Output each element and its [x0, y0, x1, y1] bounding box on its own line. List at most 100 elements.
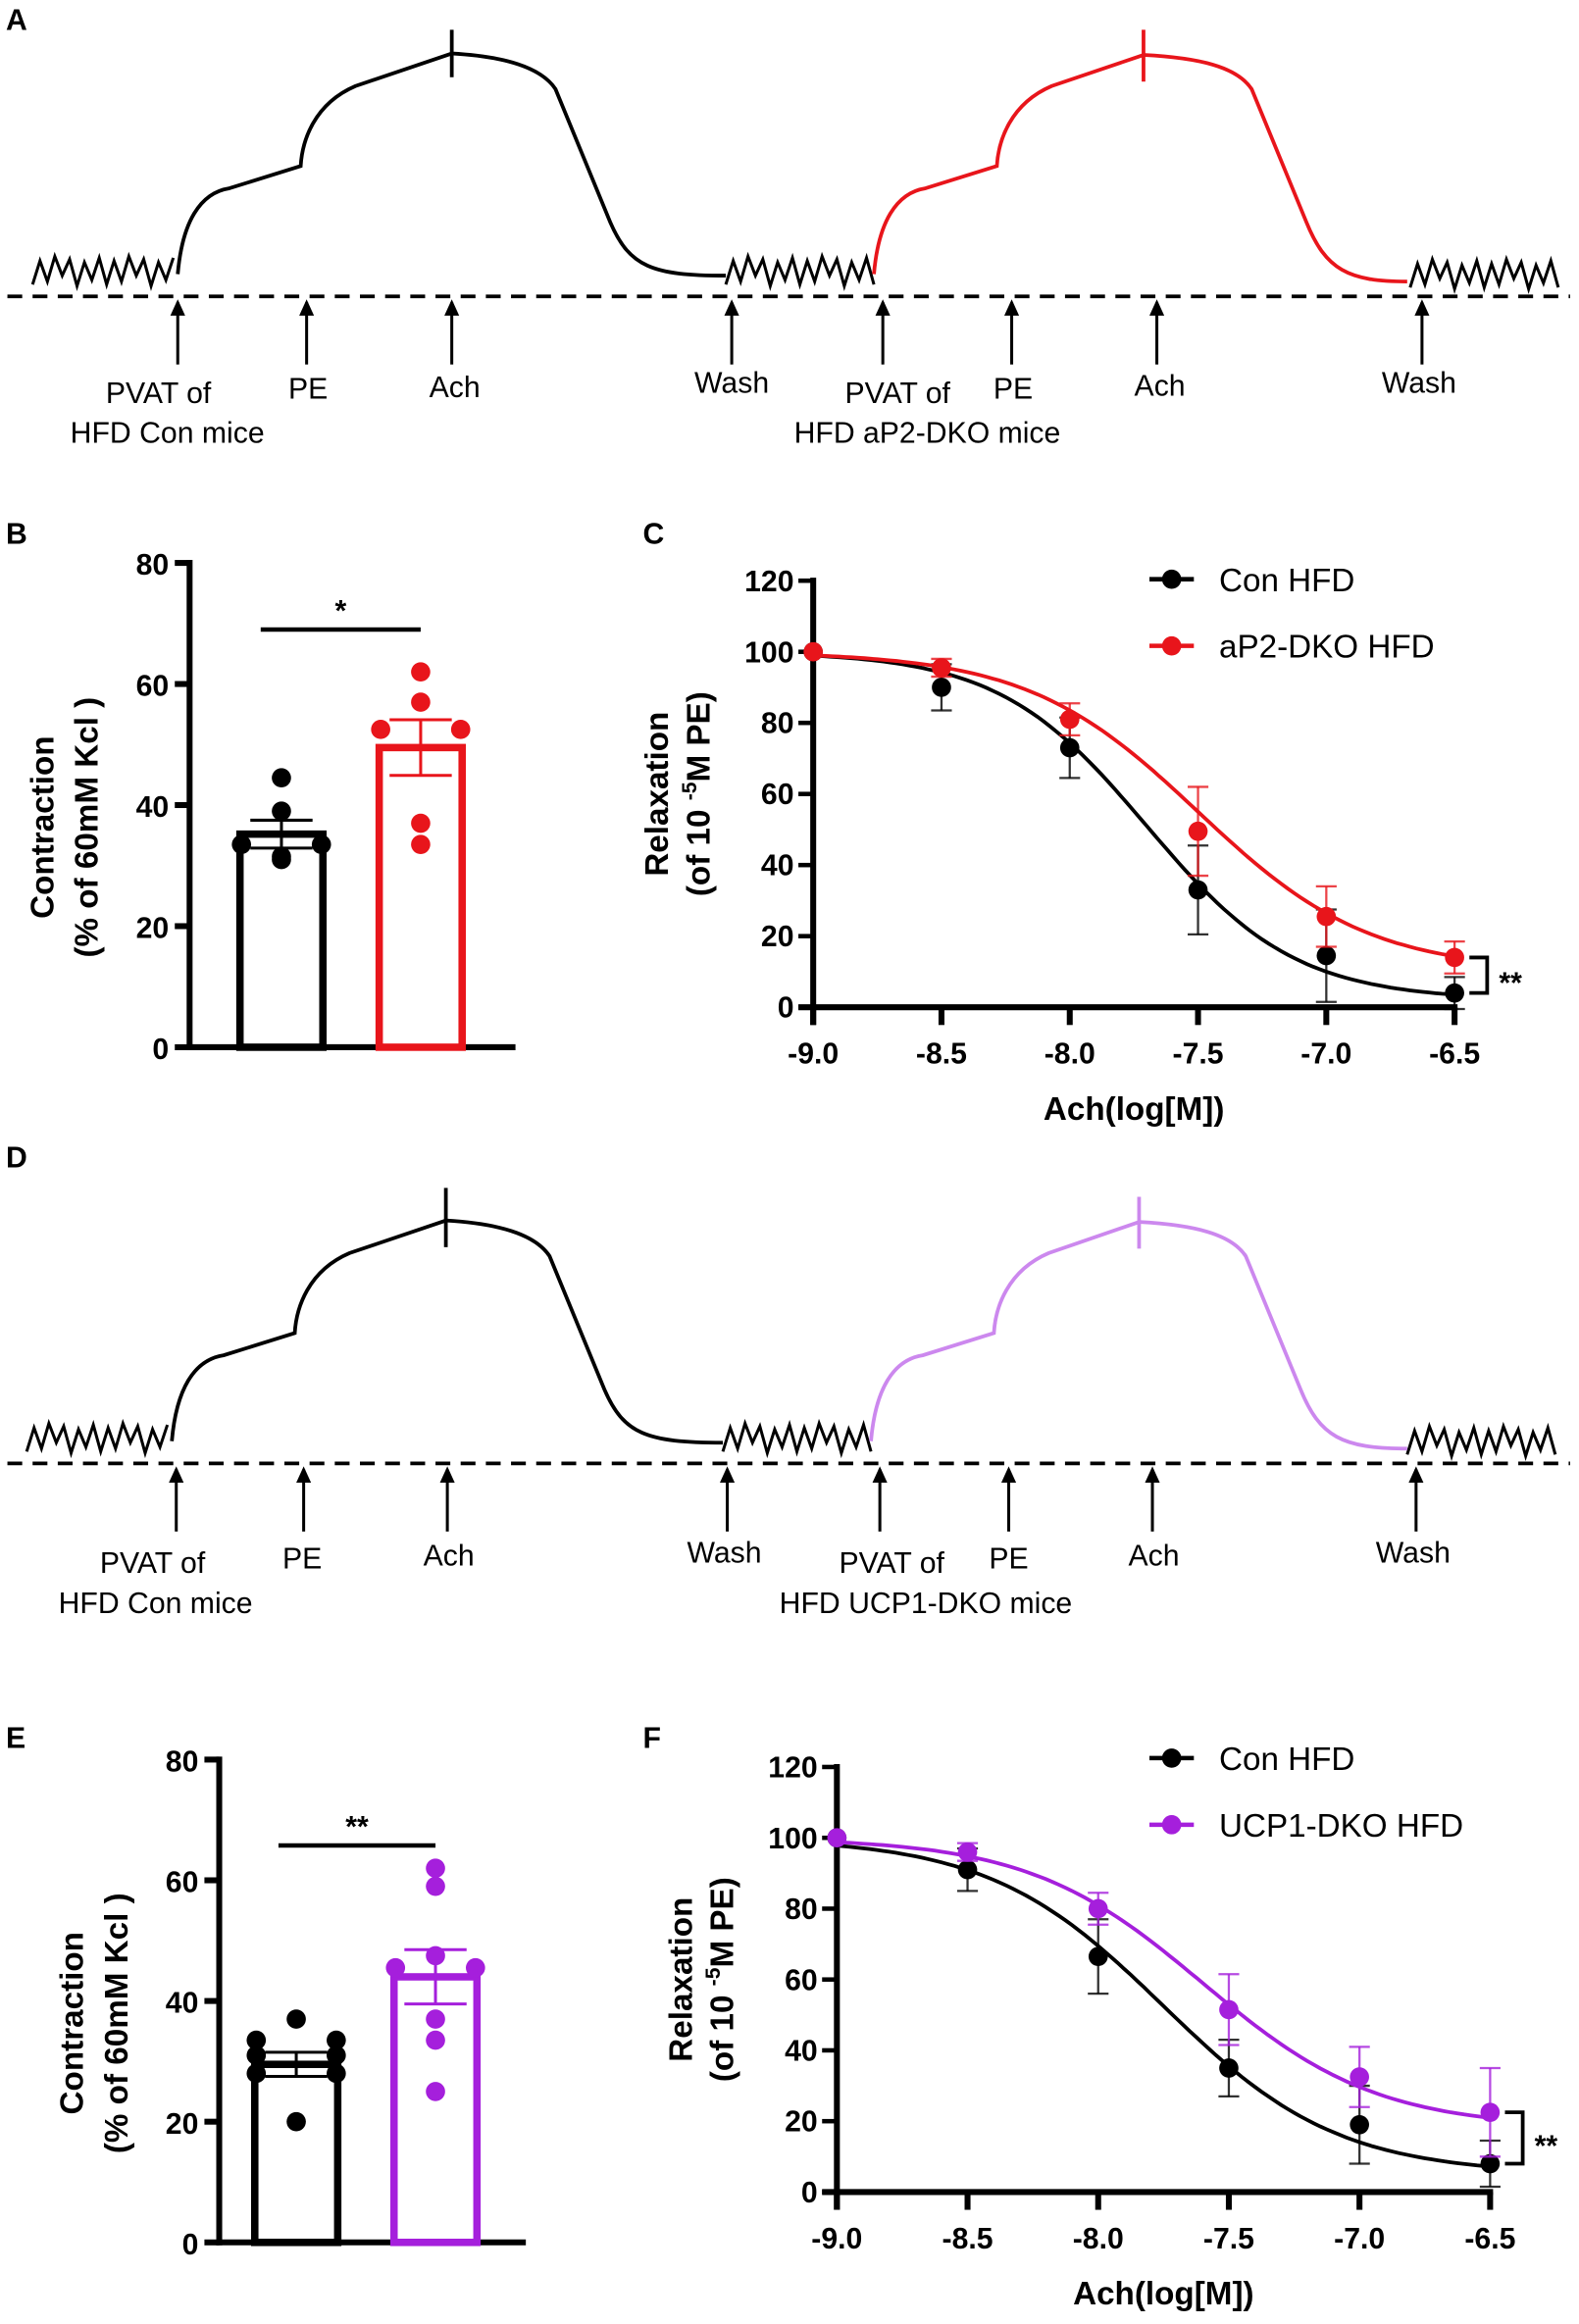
data-point — [1219, 2058, 1239, 2078]
chart-f-relaxation-curve: 0 20 40 60 80 100 120 -9.0 -8.5 -8.0 -7.5 -7.0 -6.5 A… — [663, 1742, 1557, 2312]
label-ach: Ach — [1129, 1541, 1180, 1573]
data-point — [371, 720, 390, 739]
data-point — [426, 1876, 445, 1896]
data-point — [1445, 947, 1464, 968]
data-point — [1480, 2153, 1501, 2174]
data-point — [1316, 945, 1337, 966]
label-ach: Ach — [1135, 370, 1186, 402]
label-pvat-source: HFD Con mice — [59, 1588, 253, 1620]
arrow-up-icon — [444, 299, 460, 316]
legend-label: aP2-DKO HFD — [1219, 630, 1435, 666]
series-con-hfd — [803, 641, 1465, 1011]
data-point — [311, 834, 331, 854]
arrow-up-icon — [439, 1466, 455, 1483]
data-point — [1350, 2067, 1369, 2087]
legend-label: Con HFD — [1219, 563, 1354, 599]
label-ach: Ach — [424, 1541, 475, 1573]
panel-label-a: A — [6, 4, 27, 36]
data-point — [1445, 983, 1464, 1003]
legend-marker — [1161, 635, 1182, 656]
arrow-up-icon — [299, 299, 315, 316]
y-tick-label: 0 — [801, 2177, 818, 2209]
y-tick-label: 60 — [136, 671, 170, 703]
x-tick-label: -8.0 — [1073, 2223, 1124, 2255]
data-point — [1088, 1946, 1108, 1967]
label-pvat-source: HFD UCP1-DKO mice — [780, 1588, 1073, 1620]
y-tick-label: 100 — [744, 636, 793, 669]
data-point — [426, 2030, 445, 2050]
label-pe: PE — [993, 373, 1033, 405]
y-axis-title: Contraction — [55, 1932, 91, 2114]
data-point — [1059, 737, 1080, 758]
data-point — [932, 658, 951, 678]
baseline-noise-trace — [721, 1418, 873, 1459]
significance-marker: ** — [345, 1811, 369, 1844]
y-tick-label: 40 — [785, 2036, 818, 2068]
x-tick-label: -7.5 — [1173, 1038, 1224, 1071]
data-point — [957, 1859, 978, 1880]
data-point — [1316, 906, 1337, 927]
y-axis-subtitle: (of 10 -5M PE) — [679, 691, 718, 896]
arrow-up-icon — [1003, 299, 1020, 316]
significance-marker: * — [334, 595, 346, 628]
data-point — [411, 813, 431, 834]
panel-d-trace: PVAT of HFD Con mice PE Ach Wash PVAT of… — [7, 1187, 1570, 1620]
significance-marker: ** — [1535, 2130, 1558, 2162]
y-axis-subtitle-exponent: -5 — [702, 1967, 725, 1986]
data-point — [286, 2009, 306, 2029]
label-wash: Wash — [1382, 367, 1456, 399]
panel-label-e: E — [6, 1722, 25, 1754]
data-point — [1219, 1999, 1239, 2020]
y-tick-label: 20 — [785, 2106, 818, 2139]
data-point — [450, 720, 471, 739]
series-ucp1-dko-hfd — [827, 1828, 1501, 2158]
arrow-up-icon — [1145, 1466, 1160, 1483]
label-wash: Wash — [694, 367, 769, 399]
data-point — [385, 1957, 406, 1978]
data-point — [1059, 709, 1080, 730]
data-point — [272, 846, 291, 867]
y-axis-title: Relaxation — [663, 1897, 699, 2062]
data-point — [465, 1957, 485, 1978]
series-ap2-dko-hfd — [803, 641, 1465, 975]
y-tick-label: 120 — [768, 1752, 817, 1785]
data-point — [246, 2046, 267, 2065]
x-tick-label: -9.0 — [788, 1038, 839, 1071]
label-wash: Wash — [1376, 1538, 1451, 1570]
data-point — [272, 801, 291, 822]
data-point — [272, 768, 291, 788]
data-point — [1188, 880, 1208, 900]
baseline-noise-trace — [25, 1418, 170, 1459]
ucp1-dko-contraction-trace — [869, 1220, 1407, 1451]
y-tick-label: 20 — [761, 921, 794, 953]
panel-label-b: B — [6, 518, 27, 550]
data-point — [426, 2082, 445, 2101]
x-axis-title: Ach(log[M]) — [1044, 1091, 1224, 1128]
data-point — [246, 2063, 267, 2084]
x-tick-label: -8.0 — [1044, 1038, 1095, 1071]
y-tick-label: 0 — [182, 2229, 199, 2261]
data-point — [426, 1858, 445, 1879]
data-point — [803, 641, 823, 662]
data-point — [286, 2111, 306, 2132]
y-tick-label: 40 — [761, 850, 794, 883]
data-point — [411, 834, 431, 854]
y-tick-label: 40 — [136, 791, 170, 824]
x-tick-label: -6.5 — [1429, 1038, 1480, 1071]
label-pvat-source: HFD aP2-DKO mice — [794, 418, 1061, 450]
y-tick-label: 80 — [761, 708, 794, 740]
arrow-up-icon — [720, 1466, 736, 1483]
data-point — [327, 2046, 346, 2065]
y-tick-label: 80 — [785, 1894, 818, 1926]
label-ach: Ach — [430, 372, 481, 404]
arrow-up-icon — [1414, 299, 1430, 316]
x-axis-title: Ach(log[M]) — [1073, 2276, 1254, 2312]
arrow-up-icon — [296, 1466, 312, 1483]
y-axis-title: Relaxation — [639, 712, 676, 877]
ap2-dko-contraction-trace — [872, 53, 1407, 284]
y-axis-subtitle-suffix: M PE) — [681, 691, 717, 782]
y-tick-label: 100 — [768, 1823, 817, 1855]
data-point — [1350, 2114, 1369, 2135]
fit-curve — [813, 653, 1455, 959]
